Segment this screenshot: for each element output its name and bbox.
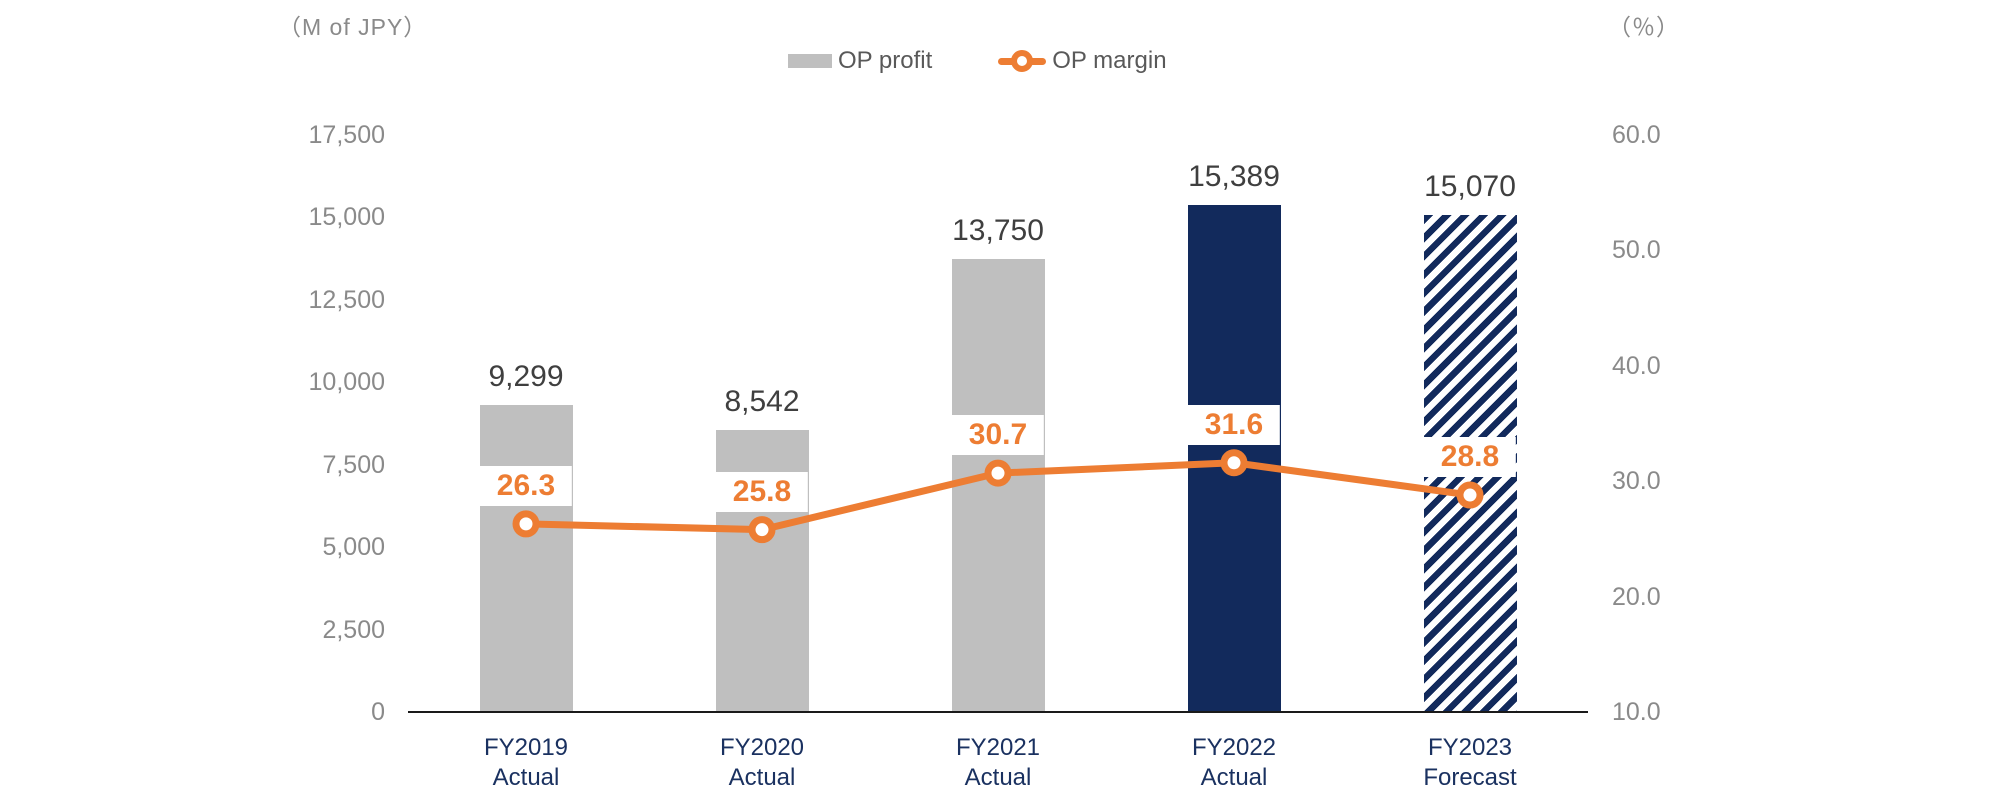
left-tick-label: 17,500 [308,121,385,149]
x-axis-line [408,711,1588,713]
x-axis-label-fy2021: FY2021 Actual [955,734,1041,791]
x-axis-label-fy2023: FY2023 Forecast [1423,734,1517,791]
margin-value-label: 25.8 [715,471,809,512]
left-tick-label: 5,000 [322,533,385,562]
op-margin-marker [748,516,776,544]
bar-value-label: 15,389 [1188,159,1280,193]
left-tick-label: 7,500 [322,450,385,479]
bar-value-label: 9,299 [488,360,564,394]
margin-value-label: 30.7 [951,415,1045,456]
x-axis-label-fy2019: FY2019 Actual [483,734,569,791]
op-margin-marker [1456,481,1484,509]
left-tick-label: 15,000 [308,203,385,232]
right-tick-label: 10.0 [1612,698,1661,726]
margin-value-label: 28.8 [1423,437,1517,478]
right-axis-unit-label: （％） [1608,14,1680,40]
right-tick-label: 60.0 [1612,121,1661,149]
left-tick-label: 2,500 [322,615,385,644]
line-marker-icon [998,47,1047,75]
bar-value-label: 15,070 [1424,170,1516,204]
bar-fy2019 [479,405,573,712]
margin-value-label: 31.6 [1187,404,1281,445]
right-tick-label: 50.0 [1612,236,1661,265]
left-tick-label: 10,000 [308,368,385,397]
bar-value-label: 8,542 [724,385,800,419]
legend-item-op-profit: OP profit [788,47,932,75]
op-margin-marker [512,510,540,538]
bar-swatch-icon [788,54,832,68]
left-tick-label: 0 [371,698,385,726]
right-tick-label: 20.0 [1612,582,1661,611]
x-axis-label-fy2022: FY2022 Actual [1191,734,1277,791]
left-tick-label: 12,500 [308,285,385,314]
op-margin-marker [1220,449,1248,477]
x-axis-label-fy2020: FY2020 Actual [719,734,805,791]
right-tick-label: 40.0 [1612,351,1661,380]
left-axis-unit-label: （M of JPY） [278,14,428,40]
right-tick-label: 30.0 [1612,467,1661,496]
legend-op-profit-label: OP profit [838,47,933,74]
legend-op-margin-label: OP margin [1052,47,1167,74]
margin-value-label: 26.3 [479,465,573,506]
op-margin-marker [984,459,1012,487]
legend: OP profit OP margin [788,47,1167,75]
bar-value-label: 13,750 [952,213,1044,247]
legend-item-op-margin: OP margin [998,47,1167,75]
